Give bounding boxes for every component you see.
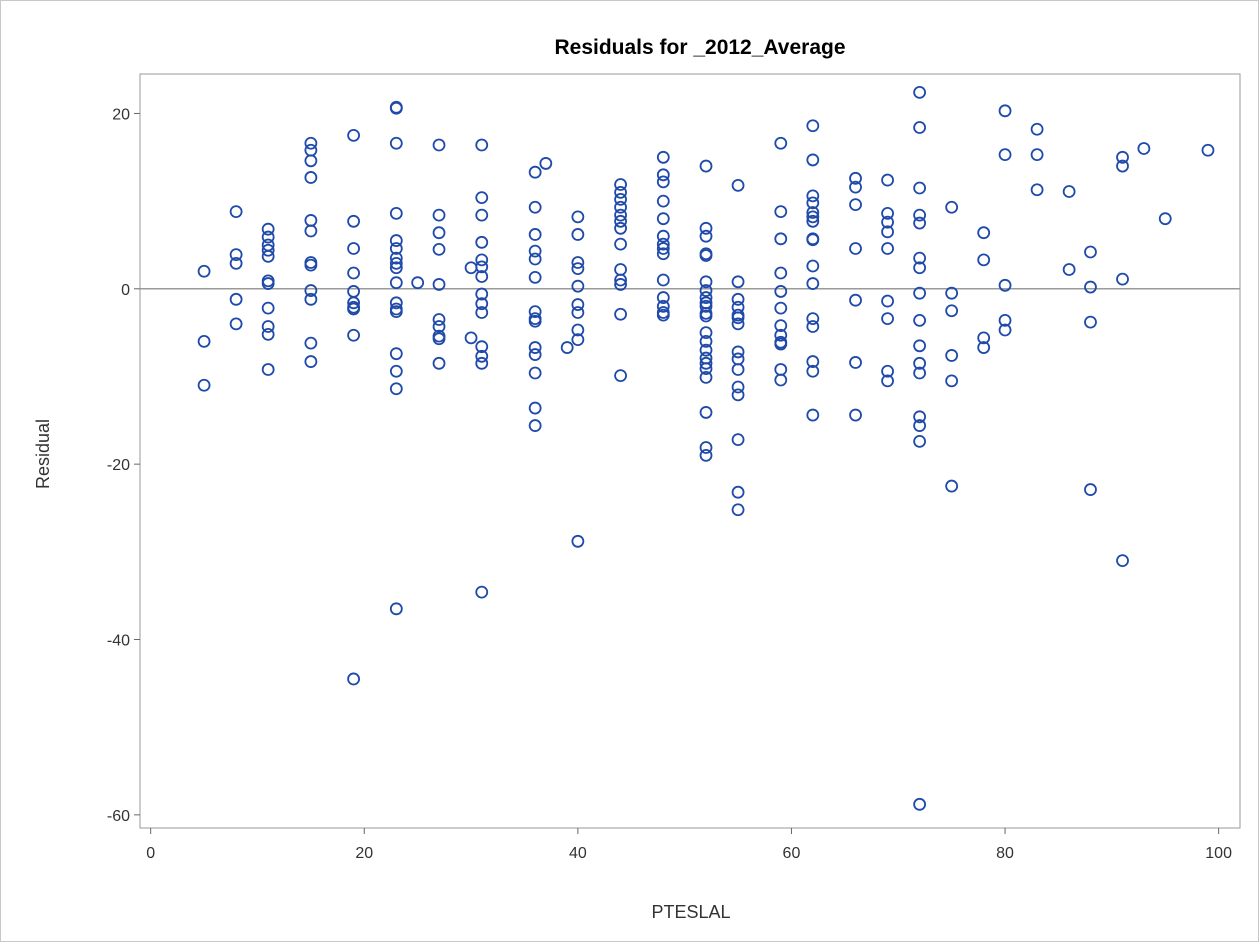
x-tick-label: 60 <box>783 845 801 862</box>
x-tick-label: 0 <box>146 845 155 862</box>
x-tick-label: 100 <box>1205 845 1232 862</box>
y-tick-label: 20 <box>112 106 130 123</box>
x-axis-label: PTESLAL <box>651 902 730 922</box>
y-tick-label: -20 <box>107 457 130 474</box>
y-axis-label: Residual <box>33 419 53 489</box>
x-axis: 0 20 40 60 80 100 <box>146 828 1232 862</box>
y-axis: -60 -40 -20 0 20 <box>107 106 140 824</box>
plot-area <box>140 74 1240 828</box>
x-tick-label: 40 <box>569 845 587 862</box>
x-tick-label: 20 <box>355 845 373 862</box>
y-tick-label: -40 <box>107 633 130 650</box>
chart-title: Residuals for _2012_Average <box>554 36 845 59</box>
x-tick-label: 80 <box>996 845 1014 862</box>
y-tick-label: 0 <box>121 282 130 299</box>
y-tick-label: -60 <box>107 808 130 825</box>
